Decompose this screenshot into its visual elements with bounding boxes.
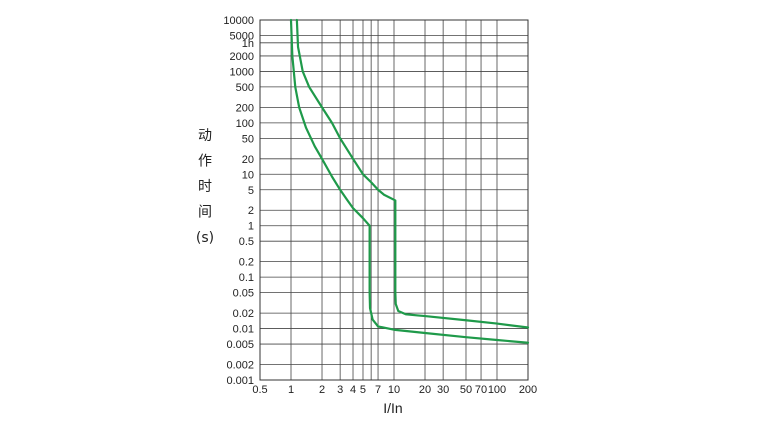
y-tick-label: 50 [242, 133, 254, 145]
y-tick-label: 200 [236, 102, 254, 114]
x-tick-label: 50 [460, 384, 472, 396]
x-tick-label: 30 [437, 384, 449, 396]
series-group [289, 18, 530, 344]
x-tick-label: 3 [337, 384, 343, 396]
x-tick-label: 7 [375, 384, 381, 396]
x-tick-label: 20 [419, 384, 431, 396]
y-tick-label: 2000 [230, 51, 254, 63]
y-axis-label-part: (s) [196, 230, 214, 246]
y-axis-label-part: 作 [198, 154, 212, 170]
y-tick-label: 5000 [230, 30, 254, 42]
y-tick-label: 10000 [223, 15, 254, 27]
x-tick-label: 100 [488, 384, 506, 396]
x-tick-label: 2 [319, 384, 325, 396]
series-line-1 [289, 18, 530, 344]
y-tick-label: 0.002 [226, 360, 254, 372]
series-line-2 [295, 18, 530, 329]
y-tick-label: 0.02 [233, 308, 254, 320]
x-tick-label: 0.5 [252, 384, 267, 396]
y-tick-label: 0.2 [239, 257, 254, 269]
y-tick-label: 0.05 [233, 288, 254, 300]
y-tick-label: 5 [248, 185, 254, 197]
y-tick-label: 10 [242, 169, 254, 181]
y-tick-label: 0.5 [239, 236, 254, 248]
x-tick-label: 10 [388, 384, 400, 396]
y-tick-label: 1 [248, 221, 254, 233]
x-axis-label: I/In [383, 400, 402, 416]
y-tick-label: 2 [248, 205, 254, 217]
x-tick-label: 200 [519, 384, 537, 396]
x-tick-labels: 0.5 1 2 3 4 5 7 10 20 30 50 70 100 200 [252, 384, 537, 396]
x-tick-label: 5 [360, 384, 366, 396]
y-tick-label: 20 [242, 154, 254, 166]
y-tick-label: 0.1 [239, 272, 254, 284]
x-tick-label: 1 [288, 384, 294, 396]
y-tick-label: 0.005 [226, 339, 254, 351]
y-axis-label-part: 时 [198, 179, 212, 195]
y-tick-label: 0.001 [226, 375, 254, 387]
x-tick-label: 70 [475, 384, 487, 396]
y-tick-label: 500 [236, 82, 254, 94]
x-tick-label: 4 [350, 384, 356, 396]
y-tick-label: 1h [242, 38, 254, 50]
plot-frame [259, 19, 529, 381]
y-tick-label: 100 [236, 118, 254, 130]
y-axis-label-part: 间 [198, 205, 212, 221]
y-tick-label: 1000 [230, 66, 254, 78]
y-tick-label: 0.01 [233, 324, 254, 336]
y-axis-label-part: 动 [198, 128, 212, 144]
